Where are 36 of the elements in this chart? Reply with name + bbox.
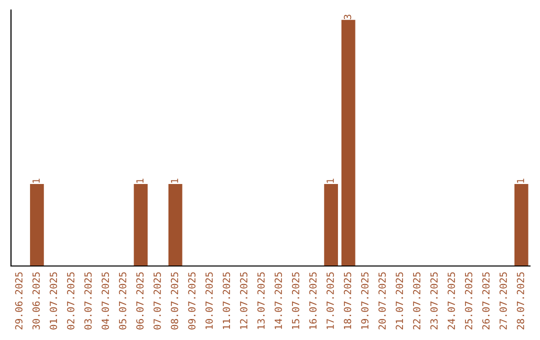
x-tick-label: 21.07.2025 [396,272,404,330]
x-tick-label: 11.07.2025 [222,272,230,329]
x-tick-label: 06.07.2025 [136,272,144,330]
x-tick-label: 02.07.2025 [67,272,74,330]
x-tick-label: 09.07.2025 [188,272,196,330]
data-label: 3 [344,14,352,20]
x-tick-label: 12.07.2025 [240,272,248,329]
x-tick-label: 05.07.2025 [118,272,126,330]
x-tick-label: 22.07.2025 [413,272,420,330]
x-tick-label: 26.07.2025 [482,272,490,330]
x-tick-label: 03.07.2025 [84,272,92,330]
data-label: 1 [32,178,40,183]
x-tick-label: 29.06.2025 [15,272,22,330]
x-tick-label: 28.07.2025 [516,272,524,330]
x-tick-label: 19.07.2025 [361,272,368,329]
x-tick-label: 14.07.2025 [274,272,282,329]
x-tick-label: 23.07.2025 [430,272,438,330]
x-tick-label: 18.07.2025 [344,272,352,329]
x-tick-label: 07.07.2025 [154,272,161,330]
x-tick-label: 10.07.2025 [205,272,213,329]
x-tick-label: 27.07.2025 [500,272,507,330]
x-tick-label: 25.07.2025 [464,272,472,330]
x-tick-label: 04.07.2025 [102,272,109,330]
x-tick-label: 15.07.2025 [292,272,300,329]
data-label: 1 [136,178,144,183]
x-tick-label: 17.07.2025 [326,272,334,329]
x-tick-label: 30.06.2025 [32,272,40,330]
x-tick-label: 13.07.2025 [257,272,265,329]
x-tick-label: 20.07.2025 [378,272,386,330]
data-label: 1 [170,178,178,183]
x-tick-label: 08.07.2025 [170,272,178,330]
data-label: 1 [516,178,524,183]
data-label: 1 [326,178,334,183]
x-tick-label: 16.07.2025 [309,272,317,329]
x-tick-label: 24.07.2025 [448,272,455,330]
x-tick-label: 01.07.2025 [50,272,58,330]
